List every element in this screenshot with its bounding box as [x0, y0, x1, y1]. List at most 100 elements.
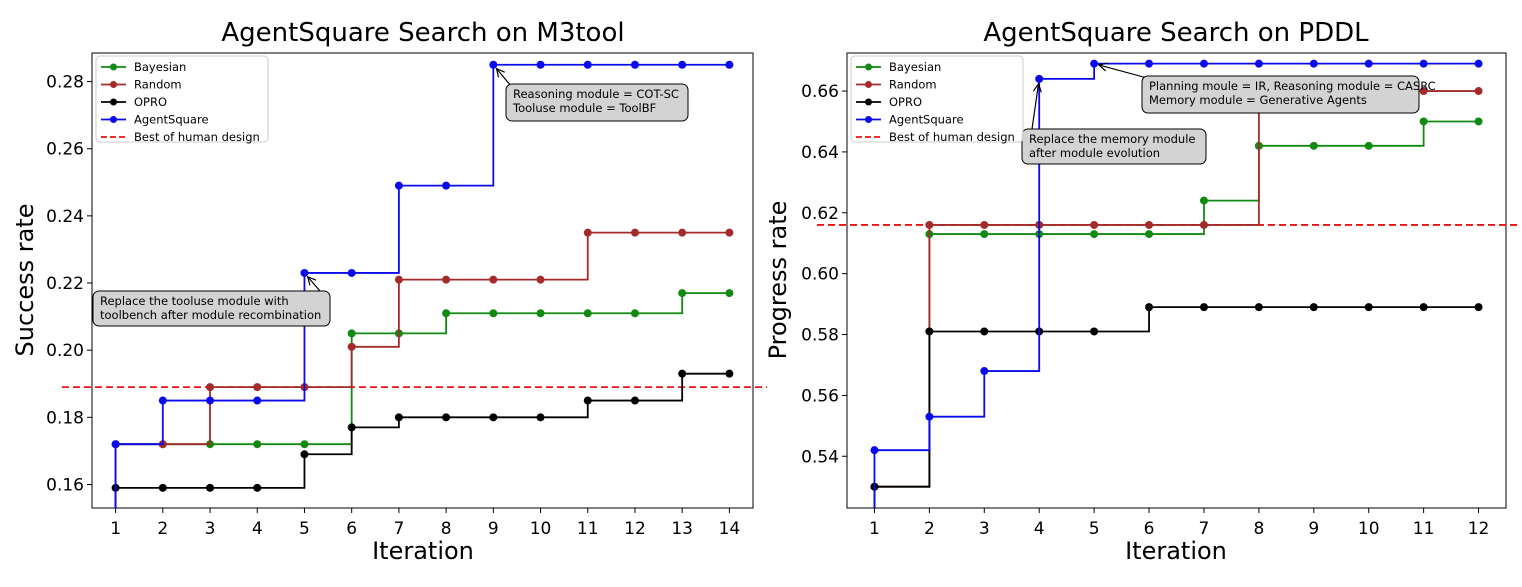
chart-title: AgentSquare Search on M3tool: [221, 18, 624, 48]
annotation-text: Memory module = Generative Agents: [1149, 93, 1367, 107]
legend-frame: [850, 55, 1024, 143]
data-point-bayesian: [489, 309, 498, 318]
x-tick-label: 12: [624, 519, 646, 539]
legend-label: Random: [889, 78, 937, 92]
legend-item: Bayesian: [856, 60, 941, 74]
annotation-text: Reasoning module = COT-SC: [513, 87, 679, 101]
data-point-bayesian: [1145, 230, 1154, 239]
x-tick-label: 11: [577, 519, 599, 539]
data-point-random: [980, 220, 989, 229]
annotation-arrow-line: [496, 68, 512, 87]
annotation-box: [1141, 75, 1420, 114]
legend-label: OPRO: [134, 95, 167, 109]
x-tick-label: 8: [1253, 519, 1264, 539]
data-point-agentsquare: [253, 396, 262, 405]
data-point-random: [1419, 87, 1428, 96]
annotation-arrow-head: [1032, 82, 1042, 93]
x-tick-label: 10: [1358, 519, 1380, 539]
data-point-opro: [1199, 303, 1208, 312]
data-point-random: [925, 220, 934, 229]
annotation-arrow-head: [495, 67, 505, 78]
y-tick-label: 0.28: [46, 73, 84, 93]
x-tick-label: 8: [441, 519, 452, 539]
data-point-random: [1090, 220, 1099, 229]
x-tick-label: 12: [1468, 519, 1490, 539]
legend-label: AgentSquare: [889, 113, 964, 127]
data-point-opro: [1309, 303, 1318, 312]
x-tick-label: 4: [252, 519, 263, 539]
data-point-agentsquare: [925, 412, 934, 421]
data-point-agentsquare: [583, 60, 592, 69]
x-tick-label: 3: [205, 519, 216, 539]
legend-swatch-marker: [865, 98, 872, 106]
y-tick-label: 0.62: [801, 204, 839, 224]
series-line-agentsquare: [873, 62, 1479, 508]
data-point-random: [536, 275, 545, 284]
y-tick-label: 0.64: [801, 143, 839, 163]
legend-item: AgentSquare: [101, 113, 209, 127]
data-point-random: [394, 275, 403, 284]
x-tick-label: 9: [1308, 519, 1319, 539]
data-point-bayesian: [980, 230, 989, 239]
annotation: Planning moule = IR, Reasoning module = …: [1097, 62, 1436, 114]
plot-area: 1 2 3 4 5 6 7 8 9 10 11 120.540.560.580.600.620.640…: [801, 52, 1520, 539]
x-tick-label: 7: [393, 519, 404, 539]
data-point-random: [1145, 220, 1154, 229]
data-point-random: [206, 383, 215, 392]
y-tick-label: 0.54: [801, 447, 839, 467]
x-tick-label: 7: [1199, 519, 1210, 539]
legend-item: Random: [856, 78, 937, 92]
x-tick-label: 4: [1034, 519, 1045, 539]
series-line-opro: [114, 372, 730, 508]
data-point-agentsquare: [1035, 74, 1044, 83]
data-point-agentsquare: [1309, 59, 1318, 68]
data-point-bayesian: [347, 329, 356, 338]
x-tick-label: 3: [979, 519, 990, 539]
data-point-agentsquare: [1474, 59, 1483, 68]
legend-label: Random: [134, 78, 182, 92]
x-tick-label: 6: [1144, 519, 1155, 539]
chart-title: AgentSquare Search on PDDL: [983, 18, 1369, 48]
legend-label: Bayesian: [889, 60, 941, 74]
series-line-bayesian: [873, 120, 1479, 508]
legend-item: AgentSquare: [856, 113, 964, 127]
y-tick-label: 0.26: [46, 140, 84, 160]
data-point-opro: [489, 413, 498, 422]
data-point-agentsquare: [870, 446, 879, 455]
legend-swatch-marker: [865, 116, 872, 123]
y-tick-label: 0.18: [46, 408, 84, 428]
data-point-bayesian: [1474, 117, 1483, 126]
legend-label: Best of human design: [889, 130, 1015, 144]
x-tick-label: 2: [924, 519, 935, 539]
annotation-box: [1021, 128, 1207, 165]
y-tick-label: 0.60: [801, 265, 839, 285]
x-tick-label: 14: [719, 519, 741, 539]
data-point-opro: [583, 396, 592, 405]
x-tick-label: 1: [869, 519, 880, 539]
legend-item: Best of human design: [101, 130, 260, 144]
data-point-bayesian: [583, 309, 592, 318]
data-point-random: [347, 342, 356, 351]
legend-swatch-marker: [110, 98, 117, 106]
data-point-opro: [1419, 303, 1428, 312]
legend-label: Best of human design: [134, 130, 260, 144]
chart-m3tool: AgentSquare Search on M3tool Iteration S…: [11, 18, 767, 565]
data-point-opro: [394, 413, 403, 422]
y-tick-label: 0.22: [46, 274, 84, 294]
data-point-opro: [442, 413, 451, 422]
x-tick-label: 6: [346, 519, 357, 539]
data-point-random: [678, 228, 687, 237]
annotation: Replace the memory module after module e…: [1021, 82, 1207, 165]
data-point-bayesian: [1199, 196, 1208, 205]
data-point-opro: [158, 483, 167, 492]
legend-item: OPRO: [101, 95, 167, 109]
legend-item: Best of human design: [856, 130, 1015, 144]
x-tick-label: 13: [671, 519, 693, 539]
y-tick-label: 0.56: [801, 386, 839, 406]
data-point-random: [1199, 220, 1208, 229]
data-point-agentsquare: [489, 60, 498, 69]
data-point-bayesian: [725, 289, 734, 298]
chart-pddl: AgentSquare Search on PDDL Iteration Pro…: [764, 18, 1520, 565]
